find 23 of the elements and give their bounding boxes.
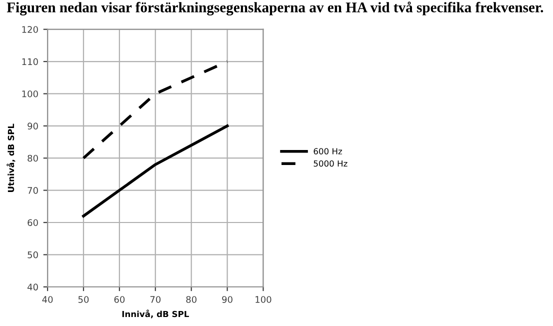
x-tick-label: 70 [150,296,161,303]
y-tick-label: 60 [28,219,38,226]
x-axis-title: Innivå, dB SPL [122,310,189,318]
x-tick-label: 50 [78,296,89,303]
y-tick-label: 80 [28,154,38,162]
y-tick-label: 100 [22,90,38,98]
y-tick-label: 90 [28,122,38,130]
x-tick-label: 40 [42,296,53,303]
chart-title: Figuren nedan visar förstärkningsegenskaperna av en HA vid två specifika frekvenser. [6,2,544,16]
x-tick-label: 90 [222,296,232,303]
line-series [82,60,229,160]
legend-label: 5000 Hz [314,160,348,167]
x-tick-label: 60 [114,296,125,303]
y-tick-label: 110 [22,58,38,66]
y-tick-label: 120 [22,26,38,33]
y-tick-label: 40 [27,284,38,290]
y-axis-title: Utnivå, dB SPL [6,124,16,192]
line-series [82,124,229,218]
x-tick-label: 80 [186,296,196,303]
y-tick-label: 50 [28,251,38,258]
x-tick-label: 100 [256,296,272,303]
y-tick-label: 70 [28,187,38,194]
legend-label: 600 Hz [314,148,342,154]
